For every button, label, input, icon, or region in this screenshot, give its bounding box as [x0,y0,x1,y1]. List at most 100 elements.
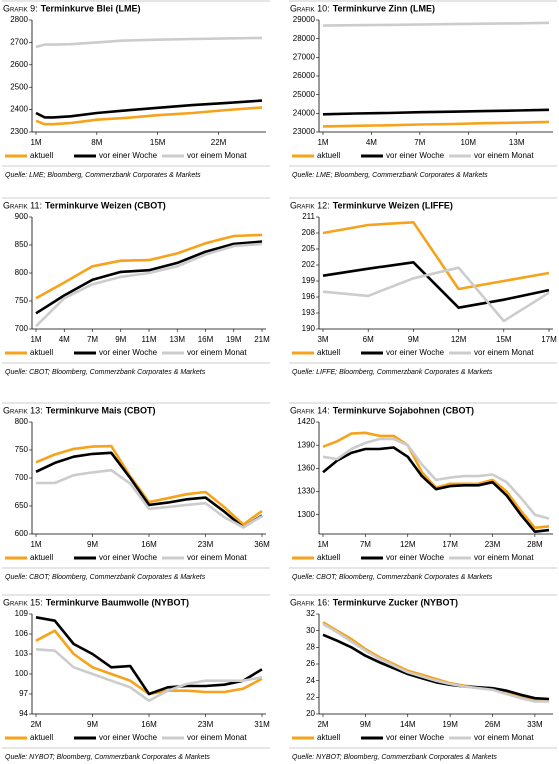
y-tick-label: 103 [15,649,29,658]
y-tick-label: 900 [15,212,29,221]
y-tick-label: 25000 [293,90,316,99]
legend-label: vor einem Monat [474,348,534,357]
legend-label: vor einer Woche [386,151,445,160]
x-tick-label: 7M [87,335,98,344]
source-note: Quelle: CBOT; Bloomberg, Commerzbank Cor… [5,369,206,376]
x-tick-label: 12M [400,540,416,549]
x-tick-label: 19M [226,335,242,344]
chart-label: Grafik 10: [290,3,330,13]
series-line [322,437,550,520]
y-tick-label: 193 [302,308,316,317]
series-line [36,468,263,529]
y-tick-label: 1390 [297,440,315,449]
x-tick-label: 23M [198,540,214,549]
source-note: Quelle: CBOT; Bloomberg, Commerzbank Cor… [292,574,493,581]
y-tick-label: 23000 [293,127,316,136]
y-tick-label: 600 [15,529,29,538]
y-tick-label: 211 [302,212,315,221]
x-tick-label: 10M [461,138,477,147]
source-note: Quelle: LIFFE; Bloomberg, Commerzbank Co… [292,369,493,376]
legend-label: vor einer Woche [386,348,445,357]
y-tick-label: 196 [302,292,316,301]
x-tick-label: 13M [169,335,185,344]
x-tick-label: 2M [30,720,41,729]
x-tick-label: 12M [451,335,467,344]
series-line [35,240,263,315]
x-tick-label: 6M [363,335,374,344]
y-tick-label: 22 [306,692,315,701]
y-tick-label: 208 [302,228,316,237]
legend-label: aktuell [317,151,340,160]
legend-label: vor einer Woche [99,553,158,562]
y-tick-label: 29000 [293,15,316,24]
y-tick-label: 26 [306,659,315,668]
y-tick-label: 750 [15,445,29,454]
y-tick-label: 205 [302,244,316,253]
y-tick-label: 1330 [297,487,315,496]
series-line [322,621,550,702]
y-tick-label: 1420 [297,417,315,426]
x-tick-label: 8M [91,138,102,147]
y-tick-label: 2500 [10,82,28,91]
y-tick-label: 27000 [293,52,316,61]
source-note: Quelle: LME; Bloomberg, Commerzbank Corp… [5,172,201,179]
chart-label: Grafik 9: [3,3,38,13]
series-line [35,233,263,300]
y-tick-label: 2400 [10,105,28,114]
y-tick-label: 26000 [293,71,316,80]
y-tick-label: 100 [15,669,29,678]
y-tick-label: 109 [15,609,29,618]
x-tick-label: 28M [527,540,543,549]
x-tick-label: 33M [527,720,543,729]
chart-title: Terminkurve Sojabohnen (CBOT) [333,405,474,415]
y-tick-label: 28 [306,642,315,651]
legend-label: vor einer Woche [99,348,158,357]
series-line [322,120,550,128]
x-tick-label: 1M [317,540,328,549]
x-tick-label: 21M [254,335,270,344]
y-tick-label: 28000 [293,34,316,43]
series-line [35,616,263,696]
x-tick-label: 9M [115,335,126,344]
x-tick-label: 15M [496,335,512,344]
legend-label: vor einer Woche [99,151,158,160]
chart-label: Grafik 13: [3,405,43,415]
series-line [35,99,263,119]
legend-label: vor einem Monat [187,348,247,357]
legend-label: vor einem Monat [474,553,534,562]
x-tick-label: 15M [150,138,166,147]
series-line [322,633,550,701]
source-note: Quelle: CBOT; Bloomberg, Commerzbank Cor… [5,574,206,581]
y-tick-label: 700 [15,324,29,333]
legend-label: aktuell [30,553,53,562]
y-tick-label: 1300 [297,510,315,519]
x-tick-label: 1M [30,335,41,344]
y-tick-label: 30 [306,626,315,635]
legend-label: vor einem Monat [187,151,247,160]
legend-label: vor einer Woche [386,733,445,742]
x-tick-label: 19M [442,720,458,729]
x-tick-label: 1M [30,138,41,147]
y-tick-label: 106 [15,629,29,638]
y-tick-label: 24 [306,676,315,685]
chart-label: Grafik 11: [3,200,42,210]
x-tick-label: 1M [30,540,41,549]
chart-title: Terminkurve Blei (LME) [41,3,141,13]
y-tick-label: 2700 [10,38,28,47]
chart-title: Terminkurve Zinn (LME) [333,3,435,13]
y-tick-label: 700 [15,473,29,482]
chart-label: Grafik 12: [290,200,330,210]
chart-label: Grafik 15: [3,597,43,607]
chart-title: Terminkurve Mais (CBOT) [46,405,156,415]
y-tick-label: 190 [302,324,316,333]
y-tick-label: 2800 [10,15,28,24]
legend-label: vor einer Woche [386,553,445,562]
source-note: Quelle: LME; Bloomberg, Commerzbank Corp… [292,172,488,179]
x-tick-label: 9M [360,720,371,729]
y-tick-label: 24000 [293,108,316,117]
series-line [322,108,550,116]
y-tick-label: 20 [306,709,315,718]
legend-label: vor einem Monat [187,733,247,742]
x-tick-label: 31M [254,720,270,729]
series-line [322,446,550,533]
